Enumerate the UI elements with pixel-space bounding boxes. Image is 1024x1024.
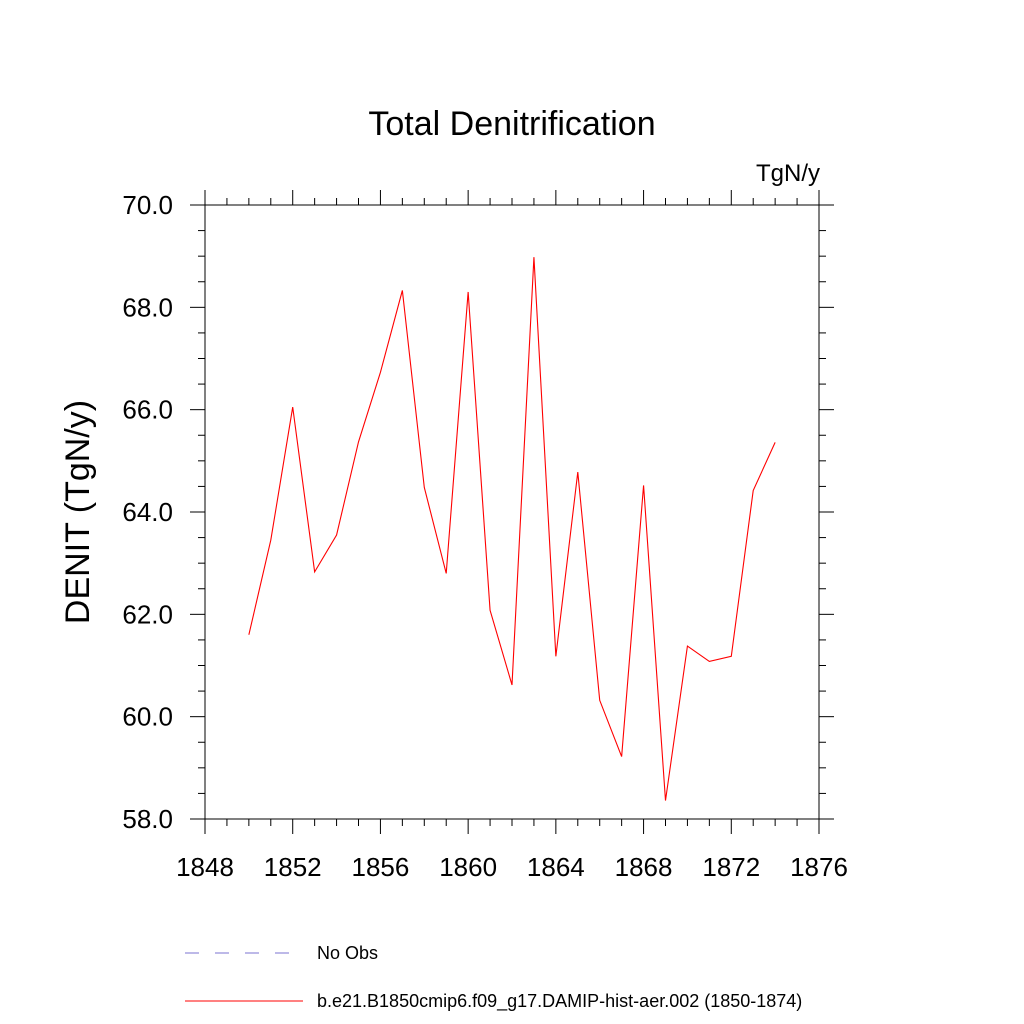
x-tick-label: 1868 bbox=[615, 852, 673, 882]
y-tick-label: 58.0 bbox=[122, 804, 173, 834]
series-layer bbox=[248, 257, 776, 801]
y-axis-ticks: 58.0 60.0 62.0 64.0 66.0 68.0 70.0 bbox=[122, 190, 834, 834]
x-tick-label: 1856 bbox=[352, 852, 410, 882]
x-axis-ticks: 1848 1852 1856 1860 1864 1868 1872 1876 bbox=[176, 190, 848, 882]
y-tick-label: 64.0 bbox=[122, 497, 173, 527]
x-tick-label: 1848 bbox=[176, 852, 234, 882]
y-tick-label: 68.0 bbox=[122, 292, 173, 322]
y-tick-label: 62.0 bbox=[122, 599, 173, 629]
legend: No Obs b.e21.B1850cmip6.f09_g17.DAMIP-his… bbox=[185, 943, 802, 1012]
x-tick-label: 1876 bbox=[790, 852, 848, 882]
y-tick-label: 66.0 bbox=[122, 395, 173, 425]
units-label: TgN/y bbox=[756, 160, 820, 187]
y-tick-label: 60.0 bbox=[122, 702, 173, 732]
x-tick-label: 1852 bbox=[264, 852, 322, 882]
x-tick-label: 1864 bbox=[527, 852, 585, 882]
x-tick-label: 1872 bbox=[702, 852, 760, 882]
y-tick-label: 70.0 bbox=[122, 190, 173, 220]
y-axis-label: DENIT (TgN/y) bbox=[59, 400, 97, 624]
legend-label: b.e21.B1850cmip6.f09_g17.DAMIP-hist-aer.… bbox=[317, 991, 802, 1012]
series-line bbox=[248, 257, 776, 801]
plot-frame bbox=[204, 204, 820, 820]
chart-title: Total Denitrification bbox=[368, 105, 655, 143]
legend-label: No Obs bbox=[317, 943, 378, 963]
x-tick-label: 1860 bbox=[439, 852, 497, 882]
